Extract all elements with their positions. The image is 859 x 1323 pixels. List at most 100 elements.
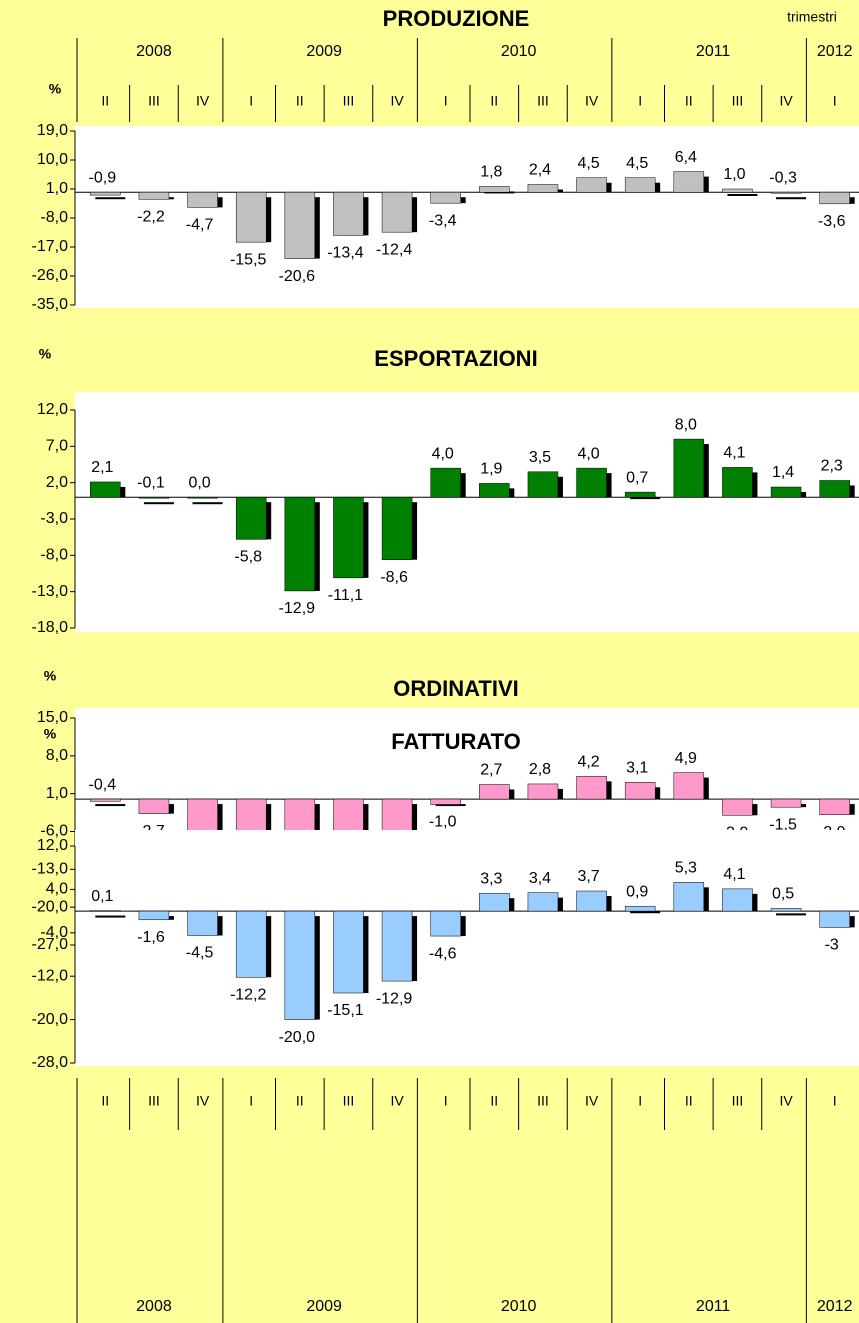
bar bbox=[381, 910, 413, 982]
quarter-label: III bbox=[537, 93, 549, 109]
year-label: 2009 bbox=[306, 1298, 342, 1315]
value-label: 4,1 bbox=[723, 866, 745, 883]
bar bbox=[479, 892, 510, 912]
value-label: 6,4 bbox=[675, 149, 697, 166]
quarter-label: IV bbox=[390, 1093, 404, 1109]
y-tick-label: -35,0 bbox=[32, 296, 69, 313]
value-label: 2,7 bbox=[480, 762, 502, 779]
value-label: 2,3 bbox=[821, 458, 843, 475]
bar-shadow bbox=[776, 197, 807, 200]
y-tick-label: -13,0 bbox=[32, 861, 69, 878]
chart-title: FATTURATO bbox=[391, 729, 521, 754]
y-tick-label: -27,0 bbox=[32, 936, 69, 953]
y-axis-label: % bbox=[49, 81, 62, 97]
value-label: -3,6 bbox=[818, 213, 846, 230]
bar bbox=[722, 188, 753, 193]
value-label: 2,1 bbox=[91, 459, 113, 476]
chart-title: PRODUZIONE bbox=[383, 6, 530, 31]
quarter-label: II bbox=[490, 93, 498, 109]
bar-shadow bbox=[95, 804, 126, 807]
y-tick-label: 12,0 bbox=[37, 837, 68, 854]
quarter-label: IV bbox=[390, 93, 404, 109]
value-label: -12,2 bbox=[230, 987, 267, 1004]
bar bbox=[722, 467, 753, 498]
bar bbox=[90, 481, 121, 498]
value-label: -12,9 bbox=[376, 990, 413, 1007]
value-label: -0,3 bbox=[769, 169, 797, 186]
quarter-label: II bbox=[490, 1093, 498, 1109]
quarter-label: III bbox=[343, 93, 355, 109]
bar bbox=[333, 191, 364, 236]
bar bbox=[235, 496, 267, 540]
bar bbox=[770, 908, 802, 912]
value-label: 1,4 bbox=[772, 464, 794, 481]
bar bbox=[430, 191, 461, 204]
y-tick-label: 1,0 bbox=[46, 180, 68, 197]
value-label: -13,4 bbox=[327, 245, 364, 262]
value-label: -3 bbox=[825, 937, 839, 954]
year-label: 2012 bbox=[817, 43, 853, 60]
value-label: -15,5 bbox=[230, 251, 267, 268]
y-tick-label: -28,0 bbox=[32, 1054, 69, 1071]
year-label: 2010 bbox=[501, 43, 537, 60]
value-label: -2,2 bbox=[137, 209, 165, 226]
bar bbox=[479, 186, 510, 193]
value-label: 3,1 bbox=[626, 760, 648, 777]
value-label: 4,1 bbox=[723, 445, 745, 462]
value-label: -8,6 bbox=[380, 569, 408, 586]
value-label: 5,3 bbox=[675, 860, 697, 877]
bar bbox=[430, 467, 461, 498]
bar bbox=[284, 496, 316, 592]
bar bbox=[138, 191, 170, 200]
quarter-label: II bbox=[101, 1093, 109, 1109]
value-label: -4,7 bbox=[186, 217, 214, 234]
year-label: 2008 bbox=[136, 1298, 172, 1315]
bar-shadow bbox=[630, 911, 661, 914]
value-label: -0,1 bbox=[137, 474, 165, 491]
quarter-label: I bbox=[833, 1093, 837, 1109]
bar bbox=[673, 882, 705, 912]
bar bbox=[576, 177, 607, 193]
bar bbox=[722, 798, 753, 816]
value-label: -4,5 bbox=[186, 945, 214, 962]
bar bbox=[673, 772, 705, 800]
bar bbox=[819, 798, 850, 815]
quarter-label: III bbox=[732, 93, 744, 109]
bar bbox=[138, 496, 170, 499]
bar bbox=[770, 191, 802, 194]
y-tick-label: -6,0 bbox=[40, 823, 68, 840]
bar bbox=[527, 892, 559, 912]
bar bbox=[235, 191, 267, 243]
y-tick-label: -13,0 bbox=[32, 583, 69, 600]
value-label: -1,0 bbox=[429, 814, 457, 831]
year-label: 2011 bbox=[696, 1298, 731, 1315]
bar bbox=[624, 491, 656, 498]
bar bbox=[235, 910, 267, 978]
bar-shadow bbox=[435, 804, 466, 807]
value-label: -0,4 bbox=[89, 776, 117, 793]
quarter-label: IV bbox=[196, 1093, 210, 1109]
quarter-label: III bbox=[537, 1093, 549, 1109]
value-label: 4,2 bbox=[577, 754, 599, 771]
y-tick-label: -4,0 bbox=[40, 924, 68, 941]
value-label: 0,9 bbox=[626, 883, 648, 900]
value-label: 1,0 bbox=[723, 166, 745, 183]
year-label: 2011 bbox=[696, 43, 731, 60]
y-tick-label: -3,0 bbox=[40, 510, 68, 527]
y-tick-label: -17,0 bbox=[32, 238, 69, 255]
y-tick-label: -20,0 bbox=[32, 898, 69, 915]
bar bbox=[138, 910, 170, 921]
value-label: 2,8 bbox=[529, 761, 551, 778]
chart-title: ORDINATIVI bbox=[393, 676, 518, 701]
year-label: 2008 bbox=[136, 43, 172, 60]
bar bbox=[819, 910, 850, 928]
value-label: 0,7 bbox=[626, 469, 648, 486]
value-label: 3,4 bbox=[529, 870, 551, 887]
bar-shadow bbox=[776, 913, 807, 916]
bar bbox=[673, 438, 705, 498]
value-label: 4,9 bbox=[675, 750, 697, 767]
value-label: -11,1 bbox=[328, 587, 363, 604]
bar bbox=[624, 905, 656, 912]
y-tick-label: 8,0 bbox=[46, 747, 68, 764]
